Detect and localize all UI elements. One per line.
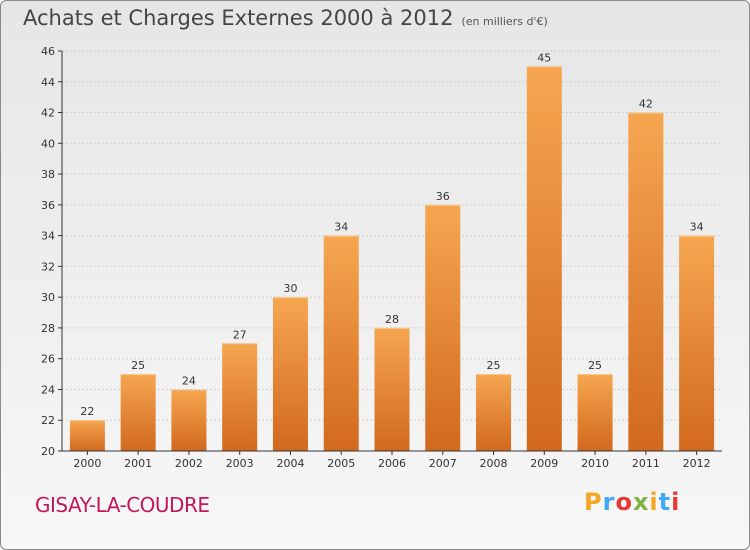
y-tick-label: 44 — [41, 76, 55, 89]
x-tick-label: 2010 — [581, 457, 609, 470]
proxiti-logo: Proxiti — [584, 488, 680, 516]
x-tick-label: 2008 — [480, 457, 508, 470]
bar — [171, 389, 207, 451]
bar — [323, 235, 359, 451]
bar — [120, 374, 156, 451]
y-tick-label: 38 — [41, 168, 55, 181]
y-tick-label: 26 — [41, 353, 55, 366]
y-tick-label: 32 — [41, 260, 55, 273]
bar — [679, 235, 715, 451]
bar — [526, 66, 562, 451]
bar — [628, 112, 664, 452]
x-tick-label: 2009 — [530, 457, 558, 470]
data-label: 22 — [80, 405, 94, 418]
chart-subtitle: (en milliers d'€) — [461, 15, 548, 28]
y-tick-label: 30 — [41, 291, 55, 304]
logo-letter: t — [658, 488, 672, 516]
y-tick-label: 28 — [41, 322, 55, 335]
data-label: 34 — [690, 221, 704, 234]
logo-letter: P — [584, 488, 603, 516]
data-label: 36 — [436, 190, 450, 203]
logo-letter: i — [671, 488, 681, 516]
data-label: 25 — [588, 359, 602, 372]
bar — [577, 374, 613, 451]
x-tick-label: 2000 — [73, 457, 101, 470]
x-tick-label: 2011 — [632, 457, 660, 470]
bars — [69, 66, 715, 452]
x-tick-label: 2012 — [683, 457, 711, 470]
y-tick-label: 22 — [41, 414, 55, 427]
x-tick-label: 2001 — [124, 457, 152, 470]
data-label: 27 — [233, 328, 247, 341]
y-tick-label: 46 — [41, 45, 55, 58]
data-label: 25 — [131, 359, 145, 372]
logo-letter: o — [615, 488, 633, 516]
y-tick-label: 42 — [41, 107, 55, 120]
commune-name: GISAY-LA-COUDRE — [35, 493, 210, 517]
data-label: 28 — [385, 313, 399, 326]
bar — [374, 327, 410, 451]
data-label: 24 — [182, 374, 196, 387]
x-tick-label: 2005 — [327, 457, 355, 470]
logo-letter: x — [632, 488, 650, 516]
data-label: 30 — [283, 282, 297, 295]
bar — [272, 297, 308, 451]
bar — [69, 420, 105, 451]
x-tick-label: 2006 — [378, 457, 406, 470]
data-label: 34 — [334, 221, 348, 234]
data-labels: 22 25 24 27 30 34 28 36 25 45 25 42 34 — [80, 51, 703, 418]
bar — [476, 374, 512, 451]
y-tick-label: 40 — [41, 137, 55, 150]
x-tick-label: 2003 — [226, 457, 254, 470]
bar — [425, 204, 461, 451]
y-tick-label: 24 — [41, 383, 55, 396]
logo-letter: r — [602, 488, 616, 516]
x-tick-label: 2002 — [175, 457, 203, 470]
y-tick-label: 20 — [41, 445, 55, 458]
x-tick-label: 2007 — [429, 457, 457, 470]
axes: 20 22 24 26 28 30 32 34 36 38 40 42 44 46 2000 2001 2002… — [41, 45, 722, 470]
logo-letter: i — [649, 488, 659, 516]
y-tick-label: 34 — [41, 230, 55, 243]
data-label: 45 — [537, 51, 551, 64]
bar — [222, 343, 258, 451]
y-tick-label: 36 — [41, 199, 55, 212]
chart-title: Achats et Charges Externes 2000 à 2012 (e… — [23, 6, 548, 30]
title-text: Achats et Charges Externes 2000 à 2012 — [23, 6, 454, 30]
data-label: 25 — [487, 359, 501, 372]
x-tick-label: 2004 — [276, 457, 304, 470]
data-label: 42 — [639, 98, 653, 111]
